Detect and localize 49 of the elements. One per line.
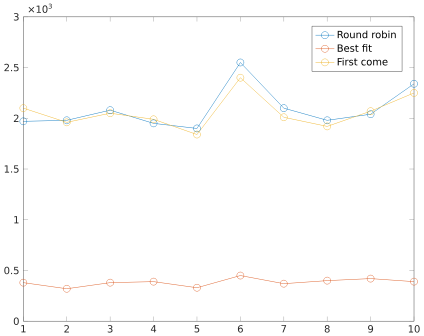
point: [106, 278, 114, 286]
point: [410, 278, 418, 286]
x-tick-label: 10: [408, 324, 420, 332]
point: [323, 276, 331, 284]
x-tick-label: 3: [108, 324, 113, 332]
point: [150, 278, 158, 286]
point: [410, 80, 418, 88]
y-tick-label: 2.5: [4, 64, 19, 72]
point: [323, 116, 331, 124]
text: ×10$^{3}$: [28, 4, 52, 13]
point: [20, 117, 28, 125]
point: [280, 104, 288, 112]
point: [106, 106, 114, 114]
point: [236, 58, 244, 66]
x-tick-label: 8: [324, 324, 330, 332]
point: [106, 109, 114, 117]
point: [150, 115, 158, 123]
point: [280, 113, 288, 121]
x-tick-label: 9: [368, 324, 374, 332]
y-tick-label: 2: [14, 114, 18, 122]
point: [323, 122, 331, 130]
x-tick-label: 6: [238, 324, 243, 332]
x-tick-label: 5: [194, 324, 200, 332]
y-tick-label: 0: [14, 317, 19, 325]
point: [150, 119, 158, 127]
point: [280, 280, 288, 288]
point: [193, 130, 201, 138]
legend-label: First come: [338, 58, 388, 66]
point: [366, 107, 374, 115]
y-tick-label: 1.5: [4, 165, 19, 173]
y-tick-label: 0.5: [4, 266, 19, 274]
point: [20, 278, 28, 286]
x-tick-label: 4: [150, 324, 156, 332]
point: [63, 284, 70, 292]
point: [193, 124, 201, 132]
point: [193, 284, 201, 292]
x-tick-label: 2: [64, 324, 69, 332]
point: [236, 272, 244, 280]
point: [236, 74, 244, 82]
y-tick-label: 1: [14, 216, 19, 224]
y-tick-label: 3: [14, 12, 19, 20]
x-tick-label: 1: [21, 324, 26, 332]
point: [410, 89, 418, 97]
legend-label: Round robin: [338, 30, 396, 38]
x-tick-label: 7: [281, 324, 286, 332]
point: [20, 104, 28, 112]
point: [366, 110, 374, 118]
legend-label: Best fit: [338, 44, 372, 52]
point: [366, 274, 374, 282]
